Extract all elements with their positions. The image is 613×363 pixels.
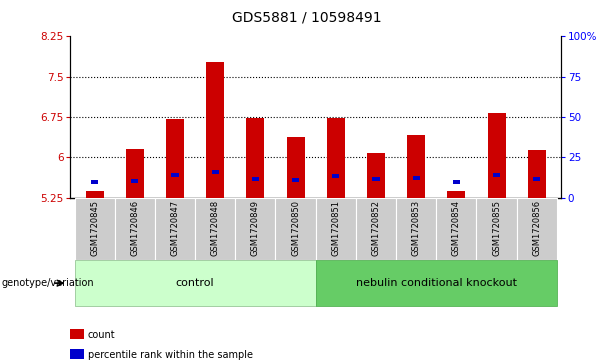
Bar (316, 198, 356, 260)
Bar (172, 173, 178, 177)
Text: GSM1720849: GSM1720849 (251, 200, 260, 256)
Text: GSM1720855: GSM1720855 (492, 200, 501, 256)
Bar (487, 113, 506, 198)
Bar (235, 198, 275, 260)
Text: GSM1720854: GSM1720854 (452, 200, 461, 256)
Bar (517, 198, 557, 260)
Bar (91, 180, 98, 184)
Text: GSM1720850: GSM1720850 (291, 200, 300, 256)
Bar (476, 198, 517, 260)
Bar (493, 173, 500, 177)
Bar (275, 198, 316, 260)
Bar (396, 198, 436, 260)
Bar (195, 198, 235, 260)
Bar (292, 178, 299, 182)
Bar (316, 261, 557, 306)
Bar (246, 118, 264, 198)
Bar (436, 198, 476, 260)
Text: percentile rank within the sample: percentile rank within the sample (88, 350, 253, 360)
Bar (126, 150, 144, 198)
Text: control: control (176, 278, 215, 288)
Bar (528, 150, 546, 198)
Text: GSM1720848: GSM1720848 (211, 200, 219, 256)
Bar (115, 198, 155, 260)
Bar (356, 198, 396, 260)
Text: GSM1720853: GSM1720853 (412, 200, 421, 256)
Bar (206, 62, 224, 198)
Text: GSM1720846: GSM1720846 (131, 200, 139, 256)
Bar (86, 191, 104, 198)
Bar (332, 174, 340, 178)
Bar (252, 177, 259, 181)
Bar (286, 137, 305, 198)
Bar (367, 153, 385, 198)
Bar (155, 198, 195, 260)
Bar (453, 180, 460, 184)
Bar (166, 119, 184, 198)
Bar (327, 118, 345, 198)
Bar (131, 179, 139, 183)
Text: GSM1720852: GSM1720852 (371, 200, 381, 256)
Text: GDS5881 / 10598491: GDS5881 / 10598491 (232, 11, 381, 25)
Text: GSM1720845: GSM1720845 (90, 200, 99, 256)
Bar (75, 261, 316, 306)
Text: count: count (88, 330, 115, 340)
Text: GSM1720847: GSM1720847 (170, 200, 180, 256)
Bar (372, 177, 379, 181)
Bar (211, 170, 219, 174)
Text: genotype/variation: genotype/variation (2, 278, 94, 288)
Text: nebulin conditional knockout: nebulin conditional knockout (356, 278, 517, 288)
Bar (413, 176, 420, 180)
Bar (407, 135, 425, 198)
Bar (447, 191, 465, 198)
Text: GSM1720851: GSM1720851 (331, 200, 340, 256)
Bar (75, 198, 115, 260)
Bar (533, 177, 541, 181)
Text: GSM1720856: GSM1720856 (532, 200, 541, 256)
